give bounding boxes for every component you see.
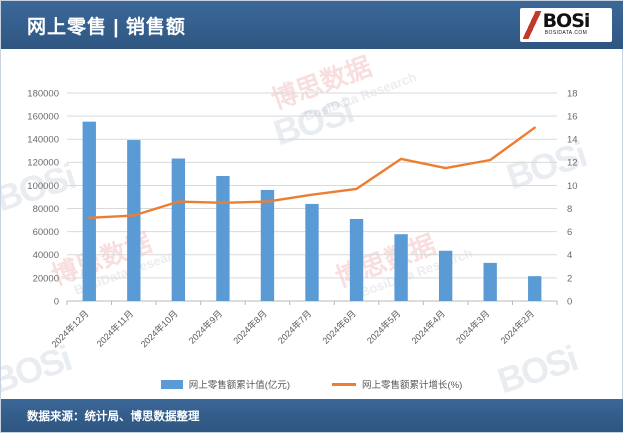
legend-item-line[interactable]: 网上零售额累计增长(%) bbox=[332, 377, 462, 391]
svg-text:2024年2月: 2024年2月 bbox=[498, 308, 536, 346]
svg-text:2024年8月: 2024年8月 bbox=[231, 308, 269, 346]
svg-text:4: 4 bbox=[567, 250, 572, 261]
legend-label-bar: 网上零售额累计值(亿元) bbox=[188, 380, 291, 391]
bar bbox=[171, 158, 186, 301]
svg-text:10: 10 bbox=[567, 181, 578, 192]
logo-mark-text: BOSi bbox=[542, 10, 591, 32]
svg-text:18: 18 bbox=[567, 88, 578, 99]
data-source-text: 数据来源：统计局、博思数据整理 bbox=[27, 410, 200, 423]
logo-sub-text: BOSIDATA.COM bbox=[544, 30, 588, 36]
svg-text:100000: 100000 bbox=[27, 181, 59, 192]
legend-line-swatch-icon bbox=[332, 382, 357, 386]
svg-text:12: 12 bbox=[567, 158, 578, 169]
svg-text:40000: 40000 bbox=[33, 250, 59, 261]
svg-text:2024年11月: 2024年11月 bbox=[94, 308, 135, 349]
svg-text:6: 6 bbox=[567, 227, 572, 238]
svg-text:2024年5月: 2024年5月 bbox=[364, 308, 402, 346]
bar bbox=[438, 250, 453, 301]
header-title-group: 网上零售 | 销售额 bbox=[27, 1, 186, 49]
svg-text:160000: 160000 bbox=[27, 112, 59, 123]
bar bbox=[216, 175, 230, 301]
combo-chart: 0 20000 40000 60000 80000 100000 120000 140000 1… bbox=[27, 88, 578, 350]
legend-label-line: 网上零售额累计增长(%) bbox=[362, 380, 463, 391]
svg-text:140000: 140000 bbox=[27, 135, 59, 146]
card-footer: 数据来源：统计局、博思数据整理 bbox=[1, 399, 623, 432]
svg-text:20000: 20000 bbox=[33, 273, 59, 284]
bar bbox=[394, 234, 408, 301]
svg-text:14: 14 bbox=[567, 135, 578, 146]
svg-text:2024年7月: 2024年7月 bbox=[275, 308, 313, 346]
bar bbox=[349, 218, 364, 301]
bar bbox=[528, 276, 542, 301]
svg-text:2024年12月: 2024年12月 bbox=[49, 308, 91, 350]
trend-line bbox=[88, 126, 536, 220]
bar bbox=[483, 262, 497, 301]
svg-text:2024年9月: 2024年9月 bbox=[186, 308, 224, 346]
card-header: 网上零售 | 销售额 BOSi BOSIDATA.COM bbox=[1, 1, 623, 49]
svg-text:0: 0 bbox=[567, 296, 572, 307]
svg-text:80000: 80000 bbox=[33, 204, 59, 215]
svg-text:2024年4月: 2024年4月 bbox=[409, 308, 447, 346]
svg-text:8: 8 bbox=[567, 204, 572, 215]
svg-text:2: 2 bbox=[567, 273, 572, 284]
svg-text:2024年10月: 2024年10月 bbox=[138, 308, 180, 350]
svg-text:180000: 180000 bbox=[27, 88, 59, 99]
svg-text:16: 16 bbox=[567, 112, 578, 123]
plot-area: 0 20000 40000 60000 80000 100000 120000 140000 1… bbox=[1, 49, 622, 401]
legend-item-bar[interactable]: 网上零售额累计值(亿元) bbox=[160, 377, 291, 391]
svg-text:60000: 60000 bbox=[33, 227, 59, 238]
bar bbox=[82, 121, 96, 301]
svg-text:120000: 120000 bbox=[27, 158, 59, 169]
chart-legend: 网上零售额累计值(亿元) 网上零售额累计增长(%) bbox=[1, 371, 622, 397]
chart-body: BOSi BOSi BOSi BOSi BOSi 博思数据 博思数据 博思数据 … bbox=[1, 49, 622, 401]
svg-text:2024年3月: 2024年3月 bbox=[453, 308, 491, 346]
bosi-logo: BOSi BOSIDATA.COM bbox=[520, 8, 612, 42]
page-title: 网上零售 | 销售额 bbox=[27, 16, 186, 38]
logo-slash-icon bbox=[523, 11, 543, 39]
legend-bar-swatch-icon bbox=[160, 379, 183, 389]
svg-text:0: 0 bbox=[54, 296, 59, 307]
bar bbox=[305, 203, 319, 301]
svg-text:2024年6月: 2024年6月 bbox=[320, 308, 358, 346]
bar bbox=[260, 189, 275, 301]
bar bbox=[127, 140, 141, 301]
